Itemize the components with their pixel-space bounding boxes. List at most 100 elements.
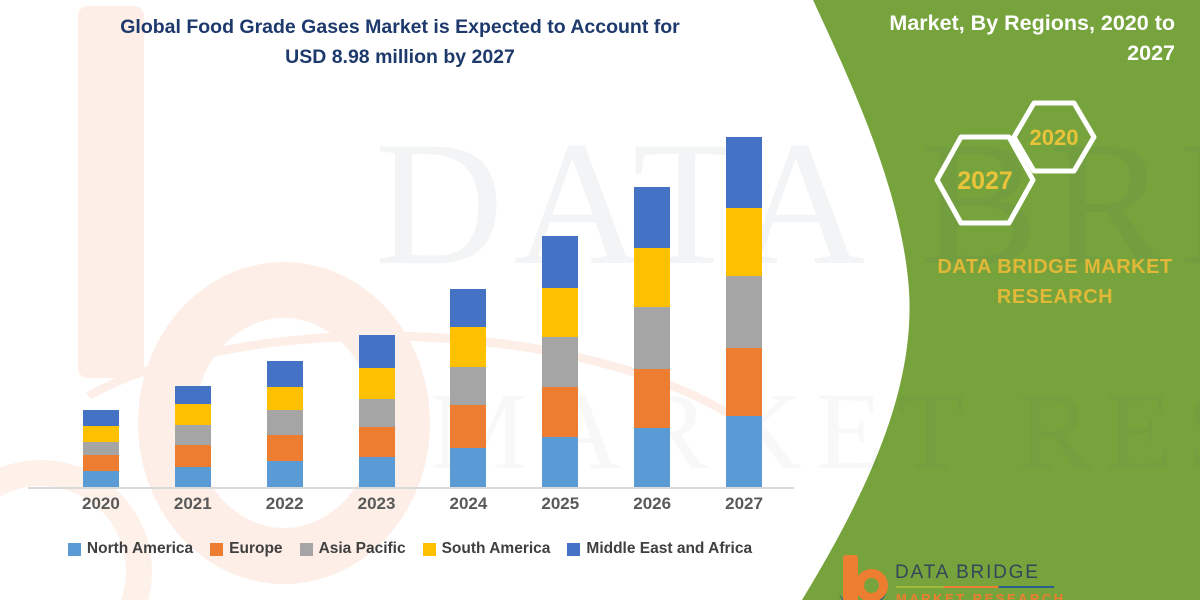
footer-brand-name: DATA BRIDGE — [895, 562, 1040, 583]
chart-title-line2: USD 8.98 million by 2027 — [285, 46, 515, 69]
legend-label: Asia Pacific — [318, 540, 406, 557]
bar-segment-2024-europe — [450, 405, 487, 448]
bar-area-2023 — [358, 100, 395, 487]
stacked-bar-2024 — [450, 289, 487, 487]
x-axis-label-2021: 2021 — [173, 494, 212, 513]
legend-item-north-america: North America — [67, 540, 194, 558]
bar-segment-2022-south-america — [266, 387, 303, 410]
bar-segment-2026-north-america — [634, 428, 671, 487]
legend-swatch-icon — [67, 542, 81, 556]
logo-b-bowl-icon — [855, 569, 888, 600]
footer-brand-underline — [896, 586, 1054, 588]
bar-segment-2026-middle-east-and-africa — [634, 187, 671, 248]
bar-area-2022 — [266, 100, 303, 487]
chart-legend: North America Europe Asia Pacific South Ame… — [40, 540, 780, 558]
bar-segment-2023-south-america — [358, 368, 395, 399]
bar-segment-2022-middle-east-and-africa — [266, 361, 303, 387]
green-side-panel — [802, 0, 1200, 600]
bar-segment-2020-asia-pacific — [82, 442, 119, 455]
legend-swatch-icon — [210, 542, 224, 556]
bar-slot-2020: 2020 — [55, 100, 146, 517]
legend-swatch-icon — [567, 542, 581, 556]
bar-segment-2024-middle-east-and-africa — [450, 289, 487, 327]
bar-segment-2025-middle-east-and-africa — [542, 236, 579, 288]
bar-slot-2024: 2024 — [423, 100, 514, 517]
bar-area-2027 — [726, 100, 763, 487]
bar-slot-2025: 2025 — [515, 100, 606, 517]
bar-area-2026 — [634, 100, 671, 487]
legend-item-south-america: South America — [422, 540, 551, 558]
bar-segment-2021-north-america — [174, 467, 211, 487]
panel-brand-line1: DATA BRIDGE MARKET — [937, 256, 1173, 278]
legend-label: South America — [441, 540, 551, 557]
bar-segment-2020-south-america — [82, 426, 119, 442]
bar-segment-2027-south-america — [726, 208, 763, 276]
panel-header: Market, By Regions, 2020 to 2027 — [889, 11, 1175, 66]
bar-slot-2023: 2023 — [331, 100, 422, 517]
bar-area-2021 — [174, 100, 211, 487]
bar-slot-2021: 2021 — [147, 100, 238, 517]
legend-swatch-icon — [299, 542, 313, 556]
legend-label: Middle East and Africa — [586, 540, 753, 557]
x-axis-line — [28, 487, 794, 489]
bar-segment-2026-europe — [634, 369, 671, 428]
x-axis-label-2024: 2024 — [449, 494, 488, 513]
bar-segment-2025-north-america — [542, 437, 579, 487]
bar-area-2024 — [450, 100, 487, 487]
plot-area: 2020 2021 2022 2023 2024 2025 2026 2027 — [55, 100, 790, 517]
stacked-bar-2023 — [358, 335, 395, 487]
stacked-bar-2022 — [266, 361, 303, 487]
bar-area-2025 — [542, 100, 579, 487]
footer-brand-subtitle: MARKET RESEARCH — [896, 591, 1066, 600]
x-axis-label-2022: 2022 — [265, 494, 304, 513]
stacked-bar-2025 — [542, 236, 579, 487]
bar-segment-2025-south-america — [542, 288, 579, 337]
bar-segment-2023-middle-east-and-africa — [358, 335, 395, 368]
bar-segment-2024-asia-pacific — [450, 367, 487, 405]
stacked-bar-2026 — [634, 187, 671, 487]
x-axis-label-2027: 2027 — [725, 494, 763, 513]
bar-segment-2026-asia-pacific — [634, 307, 671, 369]
x-axis-label-2026: 2026 — [633, 494, 672, 513]
bar-segment-2021-south-america — [174, 404, 211, 425]
footer-logo: DATA BRIDGE MARKET RESEARCH — [833, 553, 1083, 600]
legend-swatch-icon — [422, 542, 436, 556]
bar-segment-2021-europe — [174, 445, 211, 467]
bar-slot-2026: 2026 — [607, 100, 698, 517]
stacked-bar-2020 — [82, 410, 119, 487]
legend-label: North America — [86, 540, 194, 557]
bar-segment-2021-middle-east-and-africa — [174, 386, 211, 404]
bar-segment-2027-asia-pacific — [726, 276, 763, 348]
bar-slot-2022: 2022 — [239, 100, 330, 517]
bar-segment-2027-middle-east-and-africa — [726, 137, 763, 208]
bar-segment-2022-europe — [266, 435, 303, 461]
legend-item-europe: Europe — [210, 540, 283, 558]
bar-segment-2020-middle-east-and-africa — [82, 410, 119, 426]
bar-segment-2023-north-america — [358, 457, 395, 487]
panel-brand-line2: RESEARCH — [996, 286, 1114, 308]
legend-item-middle-east-and-africa: Middle East and Africa — [567, 540, 752, 558]
stacked-bar-2021 — [174, 386, 211, 487]
x-axis-label-2025: 2025 — [541, 494, 580, 513]
hexagon-2020-outline — [1011, 100, 1097, 174]
hexagon-2027-outline — [934, 134, 1036, 226]
bar-segment-2024-north-america — [450, 448, 487, 487]
bar-segment-2022-north-america — [266, 461, 303, 487]
legend-label: Europe — [229, 540, 283, 557]
bar-segment-2027-north-america — [726, 416, 763, 487]
chart-title: Global Food Grade Gases Market is Expect… — [55, 12, 745, 72]
bar-segment-2023-europe — [358, 427, 395, 457]
bar-area-2020 — [82, 100, 119, 487]
bar-segment-2025-asia-pacific — [542, 337, 579, 387]
hexagon-2027-label: 2027 — [957, 167, 1013, 195]
bar-slot-2027: 2027 — [699, 100, 790, 517]
watermark-logo-stem — [78, 6, 144, 378]
chart-title-line1: Global Food Grade Gases Market is Expect… — [120, 16, 680, 38]
logo-b-icon — [843, 555, 858, 600]
bar-segment-2020-north-america — [82, 471, 119, 487]
bar-segment-2026-south-america — [634, 248, 671, 307]
bar-segment-2025-europe — [542, 387, 579, 437]
x-axis-label-2020: 2020 — [82, 494, 120, 513]
hexagon-graphic: 2027 2020 — [934, 100, 1097, 226]
